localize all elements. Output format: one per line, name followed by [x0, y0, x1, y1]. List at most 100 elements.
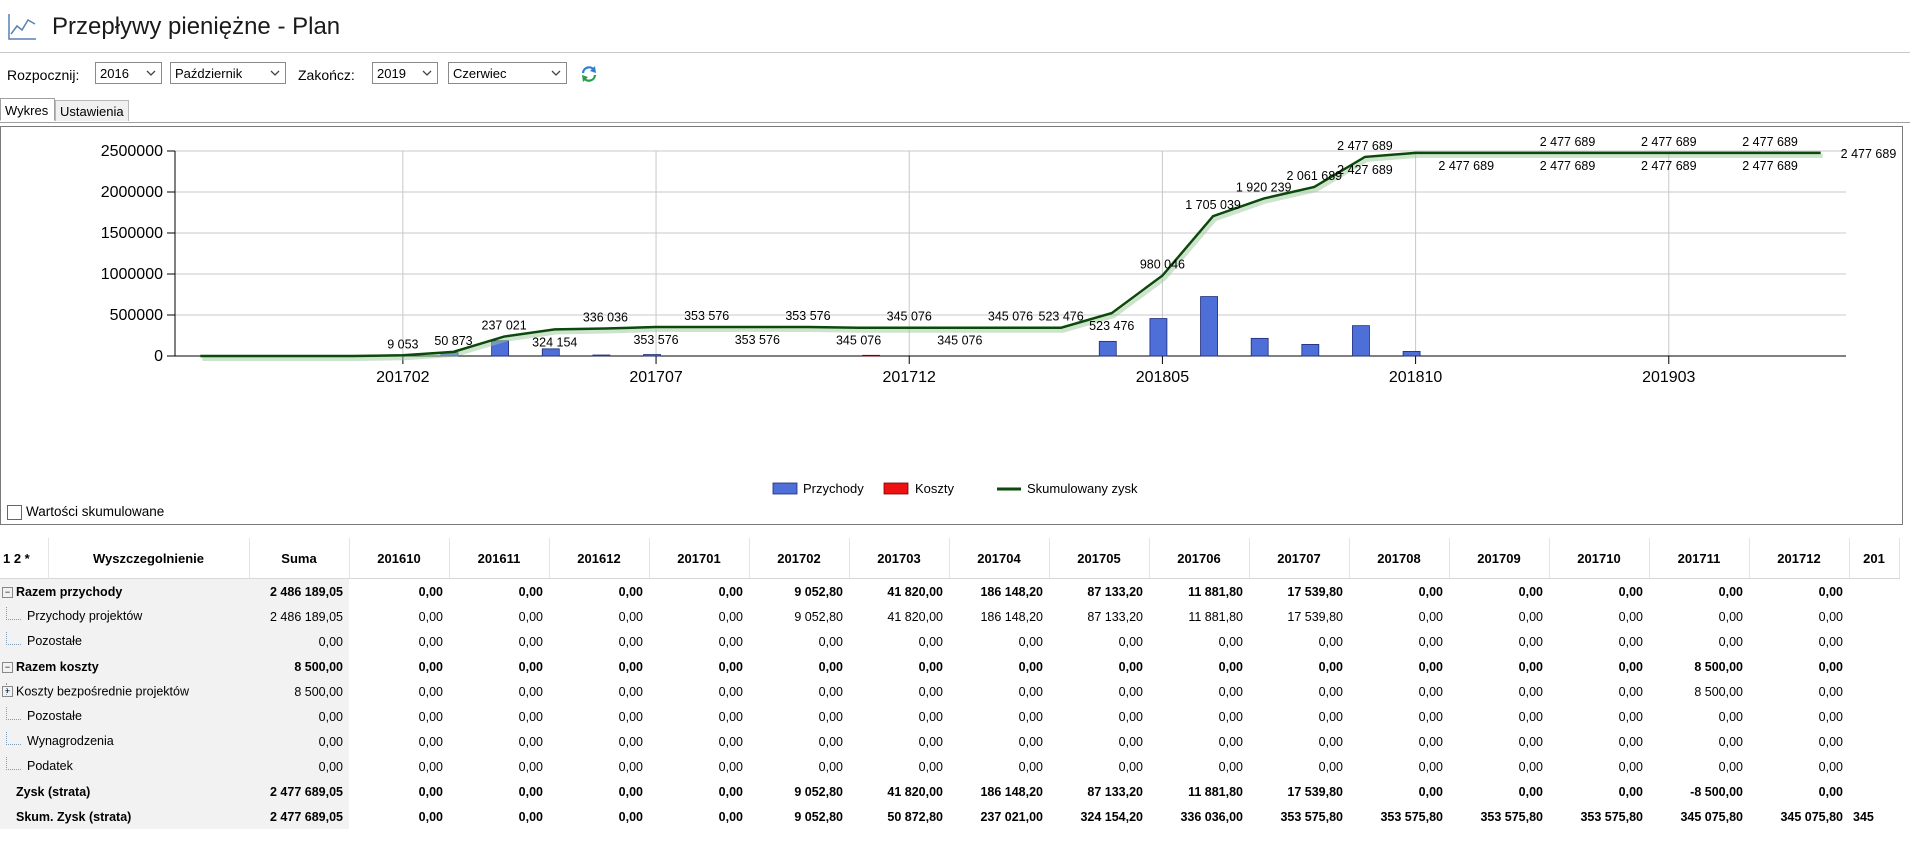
- tree-connector: [6, 607, 21, 620]
- value-cell: 0,00: [1718, 734, 1743, 749]
- value-cell: [1849, 629, 1899, 654]
- y-tick-label: 1500000: [101, 225, 163, 242]
- value-cell: 0,00: [1518, 659, 1543, 674]
- data-label: 345 076: [836, 334, 881, 348]
- expand-icon[interactable]: +: [2, 686, 13, 697]
- chart-panel: 0 500000 1000000 1500000 2000000 2500000 20170…: [0, 126, 1903, 525]
- value-cell: 0,00: [518, 759, 543, 774]
- value-cell: 0,00: [718, 659, 743, 674]
- value-cell: 0,00: [1718, 634, 1743, 649]
- cashflow-table: 1 2 * Wyszczegolnienie Suma 201610 201611 201…: [0, 538, 1900, 829]
- tree-connector: [6, 757, 21, 770]
- start-year-select[interactable]: 2016: [95, 62, 162, 84]
- chevron-down-icon: [551, 70, 561, 76]
- value-cell: 0,00: [418, 809, 443, 824]
- column-header-period[interactable]: 201708: [1349, 538, 1450, 579]
- data-label: 353 576: [684, 309, 729, 323]
- value-cell: 0,00: [718, 709, 743, 724]
- value-cell: 0,00: [518, 809, 543, 824]
- start-month-select[interactable]: Październik: [170, 62, 286, 84]
- y-tick-label: 2000000: [101, 184, 163, 201]
- row-label-cell: Podatek: [0, 754, 249, 779]
- tab-chart[interactable]: Wykres: [0, 98, 55, 121]
- column-header-period[interactable]: 201611: [449, 538, 550, 579]
- refresh-icon[interactable]: [580, 65, 598, 83]
- value-cell: 345: [1853, 809, 1874, 824]
- value-cell: 0,00: [818, 709, 843, 724]
- legend-costs-swatch: [883, 482, 909, 495]
- column-header-period[interactable]: 201712: [1749, 538, 1850, 579]
- data-label: 345 076: [937, 334, 982, 348]
- value-cell: 41 820,00: [887, 609, 943, 624]
- column-header-period[interactable]: 201612: [549, 538, 650, 579]
- value-cell: 0,00: [418, 759, 443, 774]
- value-cell: 0,00: [1718, 609, 1743, 624]
- row-label: Skum. Zysk (strata): [16, 809, 132, 824]
- column-header-period[interactable]: 201706: [1149, 538, 1250, 579]
- collapse-icon[interactable]: −: [2, 586, 13, 598]
- value-cell: 0,00: [1618, 584, 1643, 599]
- value-cell: 0,00: [1018, 684, 1043, 699]
- end-month-value: Czerwiec: [453, 66, 507, 81]
- column-header-period[interactable]: 201709: [1449, 538, 1550, 579]
- value-cell: 9 052,80: [794, 609, 843, 624]
- tab-settings[interactable]: Ustawienia: [55, 100, 129, 121]
- value-cell: 0,00: [1518, 734, 1543, 749]
- page-title: Przepływy pieniężne - Plan: [52, 13, 341, 40]
- column-header-period[interactable]: 201610: [349, 538, 450, 579]
- income-bar: [1352, 325, 1370, 357]
- outline-level-buttons[interactable]: 1 2 *: [0, 538, 49, 579]
- column-header-period[interactable]: 201710: [1549, 538, 1650, 579]
- value-cell: [1849, 754, 1899, 779]
- value-cell: 17 539,80: [1287, 584, 1343, 599]
- column-header-period[interactable]: 201707: [1249, 538, 1350, 579]
- value-cell: 0,00: [818, 734, 843, 749]
- sum-cell: 0,00: [249, 704, 349, 729]
- column-header-period[interactable]: 201705: [1049, 538, 1150, 579]
- value-cell: 0,00: [518, 634, 543, 649]
- value-cell: 9 052,80: [794, 784, 843, 799]
- value-cell: 0,00: [518, 784, 543, 799]
- sum-cell: 2 477 689,05: [249, 779, 349, 804]
- value-cell: 186 148,20: [980, 609, 1043, 624]
- data-label: 2 061 689: [1287, 169, 1343, 183]
- value-cell: 0,00: [1418, 659, 1443, 674]
- data-label: 2 477 689: [1337, 139, 1393, 153]
- value-cell: 0,00: [418, 709, 443, 724]
- column-header-period[interactable]: 201711: [1649, 538, 1750, 579]
- value-cell: 237 021,00: [980, 809, 1043, 824]
- table-row: Skum. Zysk (strata) 2 477 689,05 0,00 0,00 0…: [0, 804, 1899, 829]
- income-bar: [643, 354, 661, 357]
- value-cell: 0,00: [918, 759, 943, 774]
- value-cell: 0,00: [1618, 784, 1643, 799]
- value-cell: 0,00: [418, 609, 443, 624]
- column-header-period[interactable]: 201701: [649, 538, 750, 579]
- column-header-period[interactable]: 201704: [949, 538, 1050, 579]
- data-label: 345 076: [887, 310, 932, 324]
- value-cell: 336 036,00: [1180, 809, 1243, 824]
- data-label: 237 021: [482, 319, 527, 333]
- end-year-select[interactable]: 2019: [372, 62, 438, 84]
- value-cell: 0,00: [1418, 784, 1443, 799]
- column-header-period[interactable]: 201702: [749, 538, 850, 579]
- row-label-cell: − Razem koszty: [0, 654, 249, 679]
- column-header-period[interactable]: 201: [1849, 538, 1900, 579]
- value-cell: 0,00: [1018, 709, 1043, 724]
- data-label: 324 154: [532, 335, 577, 349]
- value-cell: 186 148,20: [980, 784, 1043, 799]
- row-label: Pozostałe: [27, 708, 82, 723]
- checkbox-box[interactable]: [7, 505, 22, 520]
- column-header-name[interactable]: Wyszczegolnienie: [48, 538, 250, 579]
- table-row: − Razem koszty 8 500,00 0,00 0,00 0,00 0,00 0,0…: [0, 654, 1899, 679]
- sum-cell: 0,00: [249, 754, 349, 779]
- value-cell: 0,00: [1518, 759, 1543, 774]
- column-header-sum[interactable]: Suma: [249, 538, 350, 579]
- end-month-select[interactable]: Czerwiec: [448, 62, 567, 84]
- table-row: Wynagrodzenia 0,00 0,00 0,00 0,00 0,00 0,00 0,0…: [0, 729, 1899, 754]
- data-label: 1 705 039: [1185, 198, 1241, 212]
- collapse-icon[interactable]: −: [2, 661, 13, 673]
- value-cell: 0,00: [1418, 759, 1443, 774]
- value-cell: 0,00: [718, 609, 743, 624]
- line-shadow: [202, 153, 1823, 361]
- column-header-period[interactable]: 201703: [849, 538, 950, 579]
